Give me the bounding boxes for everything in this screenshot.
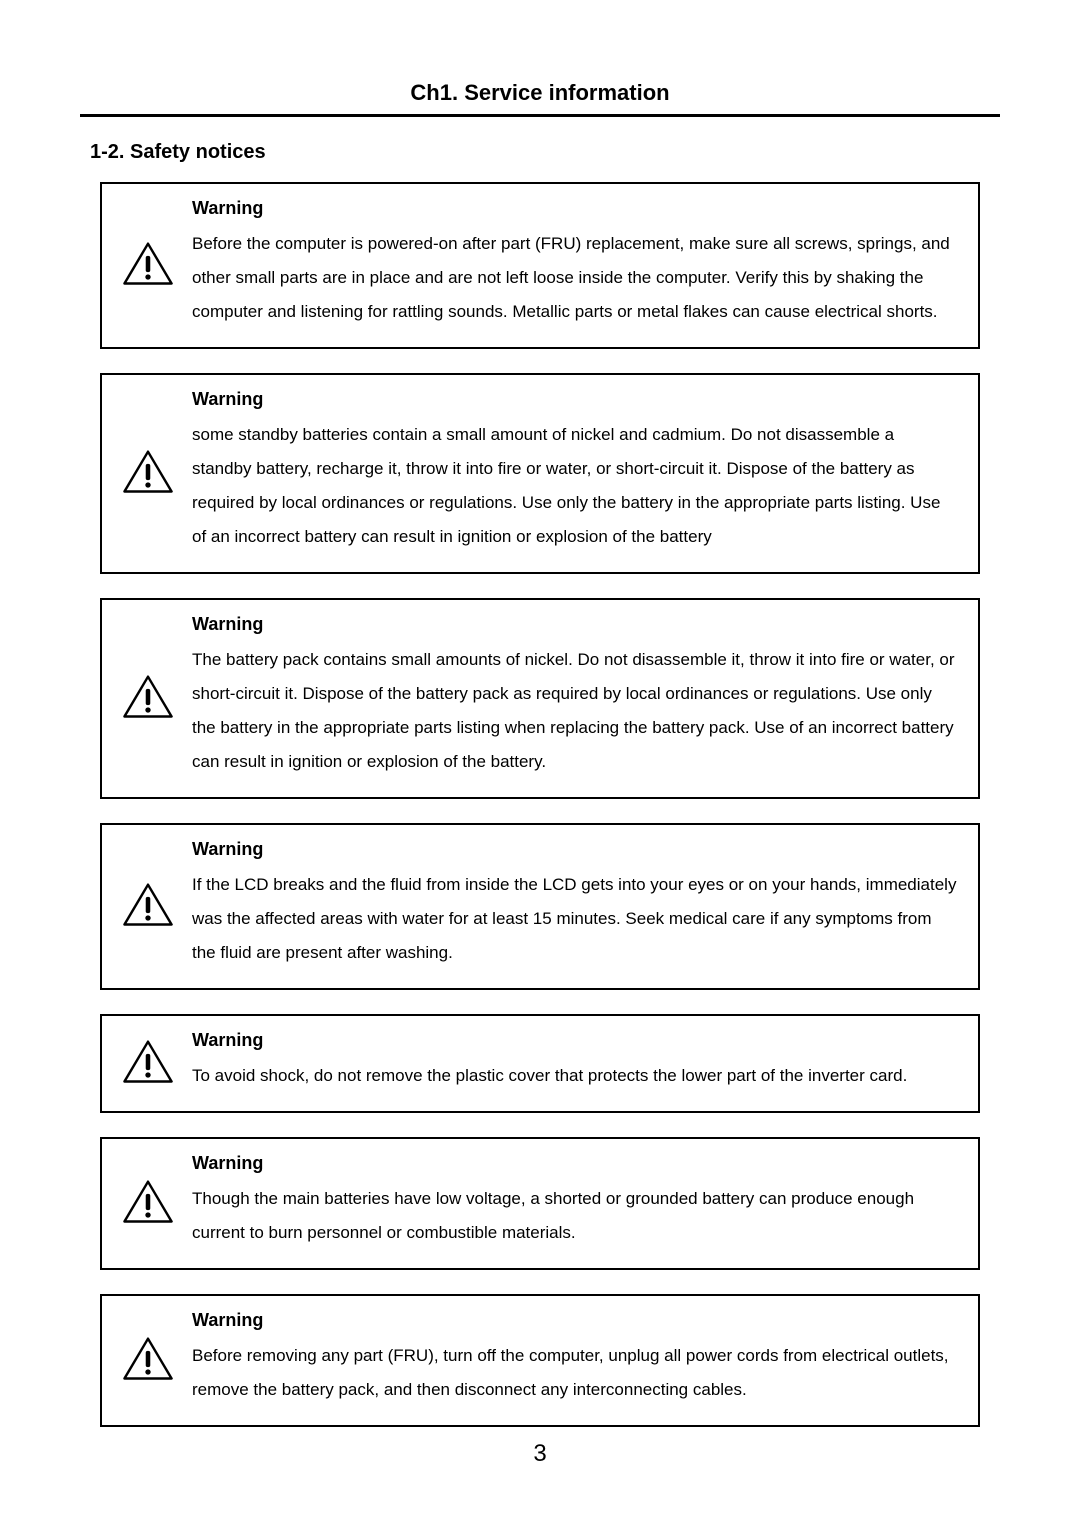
section-title: 1-2. Safety notices <box>90 141 1000 164</box>
warning-text: some standby batteries contain a small a… <box>192 418 958 554</box>
warning-label: Warning <box>192 614 958 635</box>
warning-text: Though the main batteries have low volta… <box>192 1182 958 1250</box>
warning-label: Warning <box>192 1153 958 1174</box>
chapter-title: Ch1. Service information <box>80 80 1000 106</box>
warning-text: Before the computer is powered-on after … <box>192 227 958 329</box>
warning-text: If the LCD breaks and the fluid from ins… <box>192 868 958 970</box>
warning-label: Warning <box>192 198 958 219</box>
warning-label: Warning <box>192 1310 958 1331</box>
warning-content: Warning some standby batteries contain a … <box>192 389 958 554</box>
warning-icon <box>122 1038 174 1086</box>
warning-box: Warning Before the computer is powered-on… <box>100 182 980 349</box>
warning-icon <box>122 881 174 929</box>
warning-text: To avoid shock, do not remove the plasti… <box>192 1059 958 1093</box>
warning-label: Warning <box>192 1030 958 1051</box>
warning-label: Warning <box>192 389 958 410</box>
warning-box: Warning If the LCD breaks and the fluid f… <box>100 823 980 990</box>
warning-content: Warning Before removing any part (FRU), t… <box>192 1310 958 1407</box>
warning-content: Warning The battery pack contains small a… <box>192 614 958 779</box>
warning-content: Warning To avoid shock, do not remove the… <box>192 1030 958 1093</box>
title-rule <box>80 114 1000 117</box>
warning-icon <box>122 1178 174 1226</box>
warning-box: Warning To avoid shock, do not remove the… <box>100 1014 980 1113</box>
warning-box: Warning Though the main batteries have lo… <box>100 1137 980 1270</box>
warning-icon <box>122 448 174 496</box>
warning-content: Warning If the LCD breaks and the fluid f… <box>192 839 958 970</box>
warning-icon <box>122 673 174 721</box>
warning-label: Warning <box>192 839 958 860</box>
warning-icon <box>122 1335 174 1383</box>
warnings-container: Warning Before the computer is powered-on… <box>80 182 1000 1427</box>
warning-box: Warning The battery pack contains small a… <box>100 598 980 799</box>
warning-content: Warning Though the main batteries have lo… <box>192 1153 958 1250</box>
warning-text: The battery pack contains small amounts … <box>192 643 958 779</box>
warning-icon <box>122 240 174 288</box>
warning-box: Warning some standby batteries contain a … <box>100 373 980 574</box>
warning-text: Before removing any part (FRU), turn off… <box>192 1339 958 1407</box>
warning-box: Warning Before removing any part (FRU), t… <box>100 1294 980 1427</box>
warning-content: Warning Before the computer is powered-on… <box>192 198 958 329</box>
page-number: 3 <box>0 1440 1080 1468</box>
